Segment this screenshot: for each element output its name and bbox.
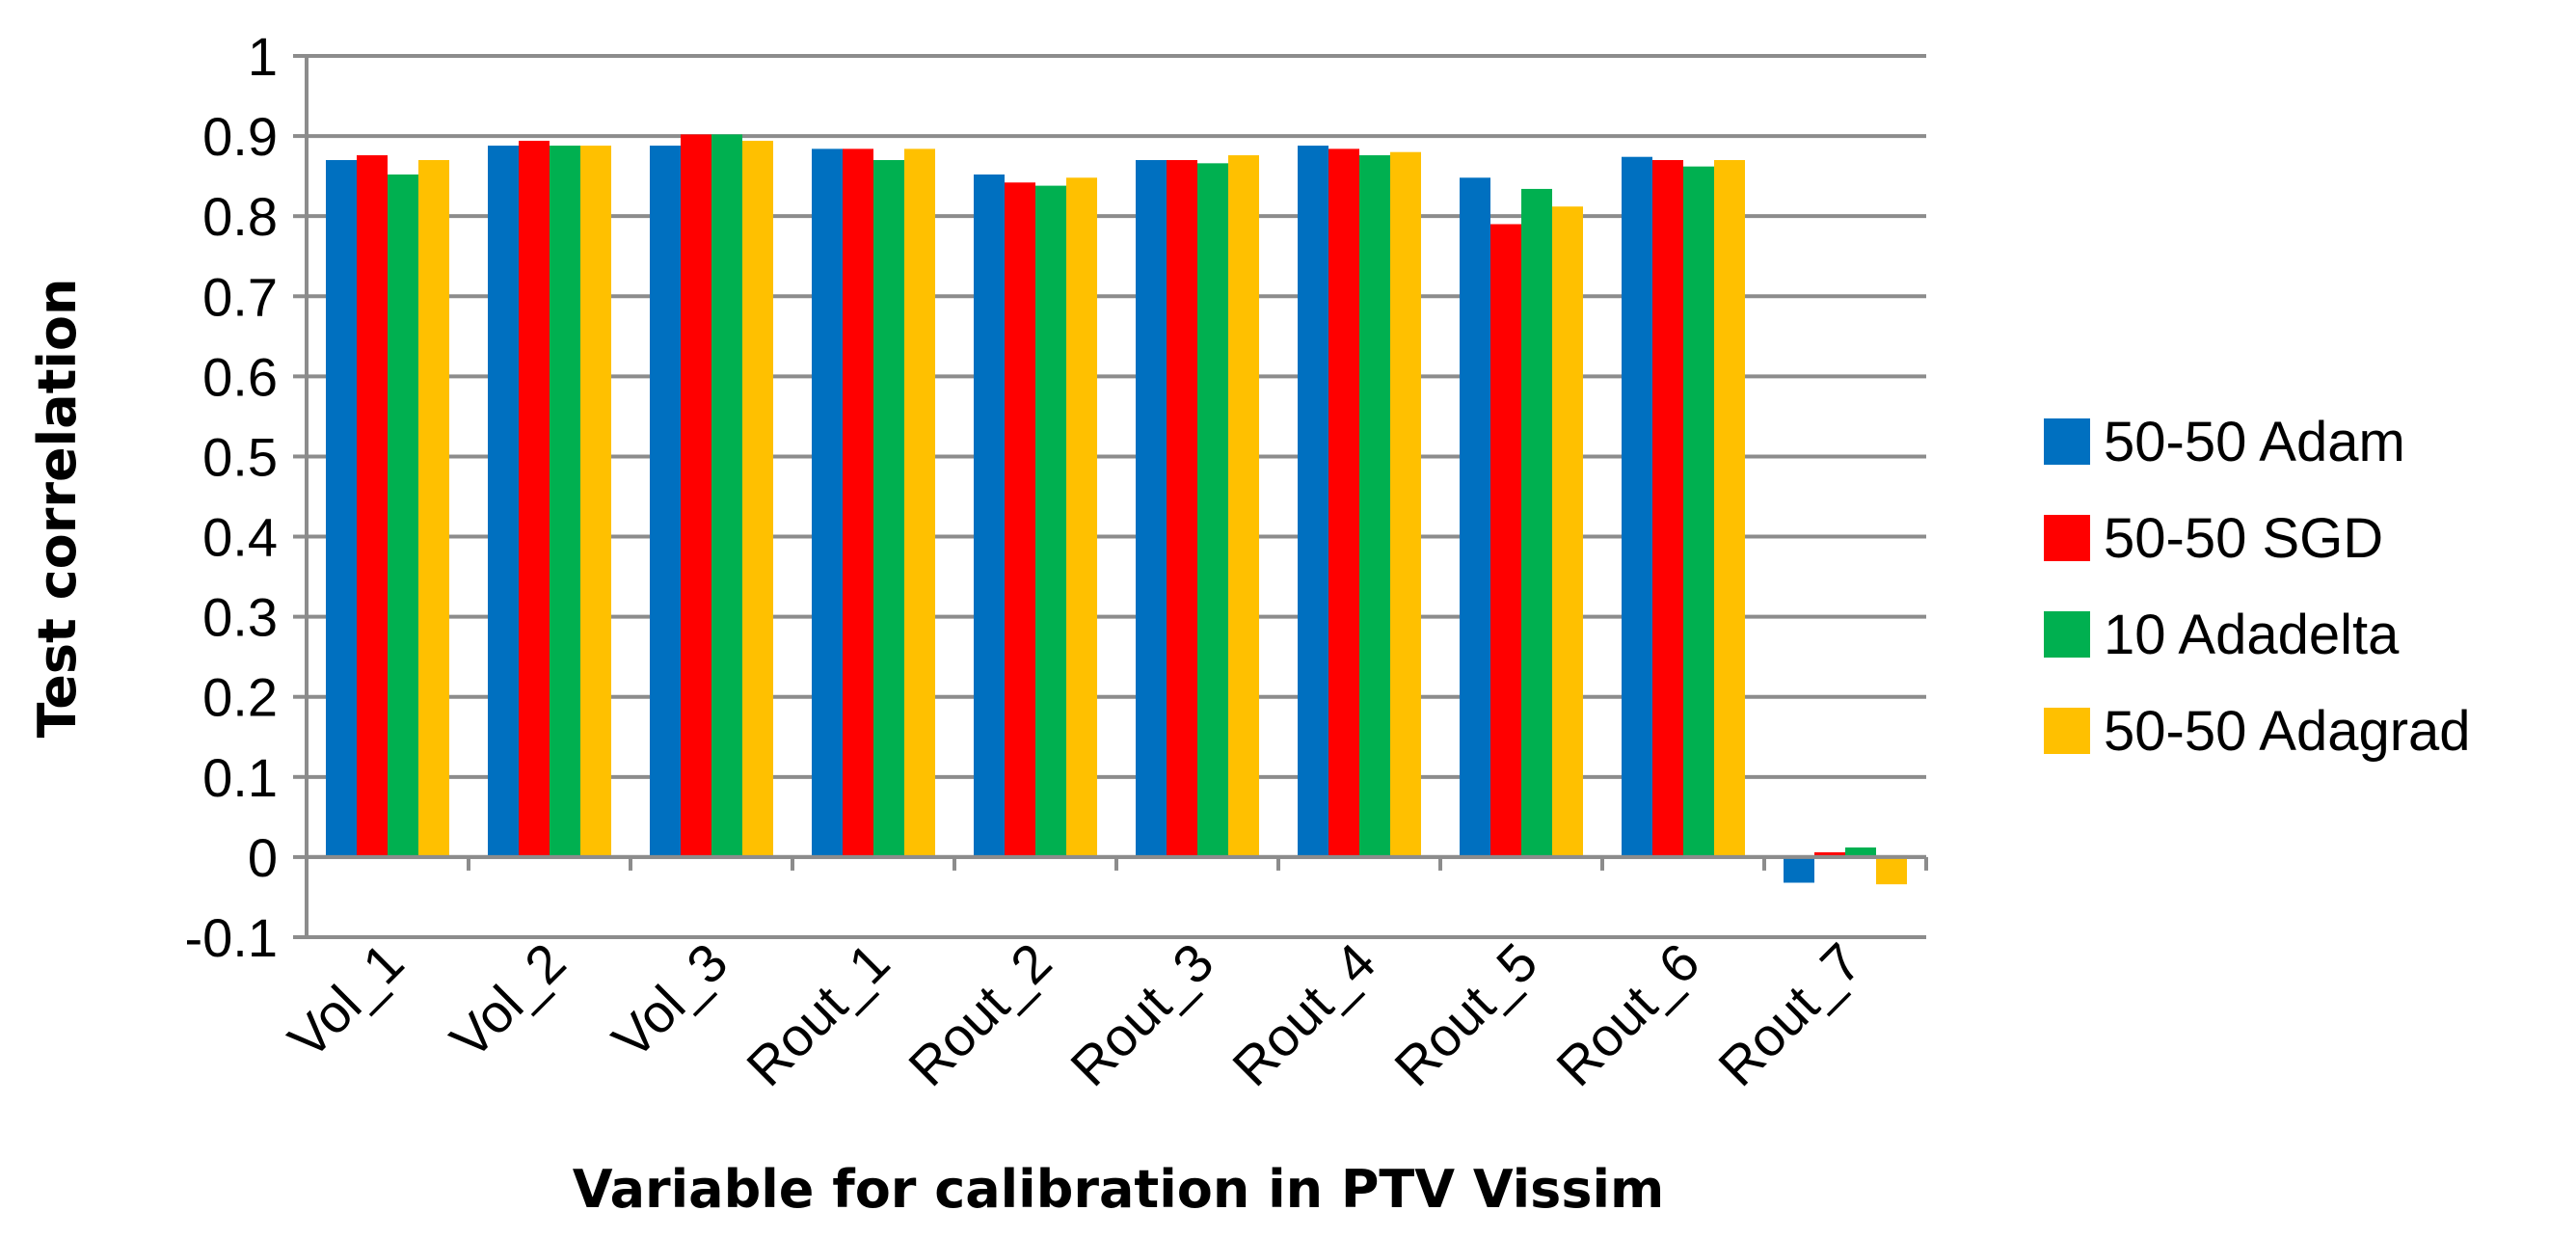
x-tick-label: Rout_7 (1706, 931, 1872, 1097)
bar-10-adadelta-rout-3 (1197, 163, 1228, 857)
x-tick-label: Vol_1 (277, 931, 416, 1070)
bar-10-adadelta-rout-2 (1035, 185, 1066, 857)
x-tick-label: Rout_1 (735, 931, 900, 1097)
bar-50-50-adagrad-rout-7 (1876, 856, 1907, 885)
bar-50-50-sgd-vol-2 (519, 141, 550, 857)
bar-50-50-adagrad-rout-2 (1066, 177, 1097, 857)
bar-50-50-sgd-rout-4 (1328, 148, 1359, 857)
bar-50-50-adagrad-rout-3 (1228, 155, 1259, 857)
x-tick-label: Rout_4 (1221, 931, 1386, 1097)
y-axis-title: Test correlation (27, 279, 88, 739)
bar-10-adadelta-rout-4 (1359, 155, 1390, 857)
bar-50-50-adam-rout-7 (1784, 856, 1814, 883)
x-tick-label: Rout_3 (1059, 931, 1224, 1097)
bar-50-50-adagrad-vol-1 (418, 160, 449, 857)
y-tick-label: 0.9 (202, 106, 278, 167)
bar-50-50-adam-rout-5 (1460, 177, 1490, 857)
y-tick-labels: -0.1 0 0.1 0.2 0.3 0.4 0.5 0.6 0.7 0.8 0.9 1 (185, 26, 279, 968)
bar-50-50-adam-rout-2 (974, 174, 1005, 857)
y-tick-label: 0.1 (202, 747, 278, 808)
bar-50-50-sgd-vol-3 (681, 134, 711, 857)
y-tick-label: -0.1 (185, 907, 279, 968)
y-tick-label: 0 (248, 827, 278, 888)
bar-50-50-adam-rout-1 (812, 148, 843, 857)
y-tick-label: 0.4 (202, 507, 278, 568)
bar-50-50-adagrad-rout-6 (1714, 160, 1745, 857)
bar-10-adadelta-vol-2 (550, 146, 580, 857)
bar-50-50-sgd-rout-7 (1814, 851, 1845, 857)
y-tick-label: 0.8 (202, 186, 278, 247)
x-tick-label: Vol_2 (439, 931, 577, 1070)
axes (293, 54, 1928, 939)
legend-swatch (2044, 708, 2090, 754)
bar-50-50-sgd-vol-1 (357, 155, 388, 857)
legend-swatch (2044, 515, 2090, 561)
bar-50-50-adam-vol-3 (650, 146, 681, 857)
bar-10-adadelta-vol-3 (711, 134, 742, 857)
bar-50-50-adagrad-vol-3 (742, 141, 773, 857)
bar-50-50-adam-vol-2 (488, 146, 519, 857)
legend-label: 50-50 Adagrad (2104, 700, 2471, 763)
bar-10-adadelta-rout-1 (873, 160, 904, 857)
bar-50-50-adam-rout-4 (1298, 146, 1328, 857)
bar-10-adadelta-rout-5 (1521, 188, 1552, 857)
y-tick-label: 0.7 (202, 266, 278, 327)
legend-swatch (2044, 418, 2090, 465)
y-tick-label: 1 (248, 26, 278, 87)
bar-10-adadelta-rout-6 (1683, 166, 1714, 857)
x-tick-label: Rout_2 (897, 931, 1062, 1097)
bar-50-50-adagrad-rout-4 (1390, 151, 1421, 857)
y-tick-label: 0.6 (202, 346, 278, 407)
x-tick-label: Rout_6 (1544, 931, 1710, 1097)
y-tick-label: 0.2 (202, 667, 278, 728)
bar-50-50-adagrad-rout-5 (1552, 206, 1583, 857)
y-tick-label: 0.5 (202, 426, 278, 487)
legend-label: 10 Adadelta (2104, 604, 2400, 666)
bar-50-50-adagrad-rout-1 (904, 148, 935, 857)
bar-50-50-sgd-rout-5 (1490, 224, 1521, 857)
bar-50-50-adam-rout-3 (1136, 160, 1167, 857)
bar-50-50-sgd-rout-6 (1652, 160, 1683, 857)
bar-50-50-adagrad-vol-2 (580, 146, 611, 857)
bars (326, 134, 1907, 885)
legend: 50-50 Adam 50-50 SGD 10 Adadelta 50-50 Adag… (2044, 411, 2471, 763)
legend-swatch (2044, 611, 2090, 658)
x-tick-label: Vol_3 (601, 931, 739, 1070)
x-tick-label: Rout_5 (1382, 931, 1548, 1097)
bar-50-50-sgd-rout-3 (1167, 160, 1197, 857)
legend-label: 50-50 Adam (2104, 411, 2405, 473)
bar-50-50-adam-rout-6 (1622, 156, 1652, 857)
bar-50-50-sgd-rout-2 (1005, 182, 1035, 857)
bar-50-50-sgd-rout-1 (843, 148, 873, 857)
x-tick-labels: Vol_1 Vol_2 Vol_3Rout_1Rout_2Rout_3Rout_4R… (277, 931, 1873, 1097)
bar-10-adadelta-vol-1 (388, 174, 418, 857)
y-tick-label: 0.3 (202, 587, 278, 648)
bar-50-50-adam-vol-1 (326, 160, 357, 857)
legend-label: 50-50 SGD (2104, 507, 2383, 570)
x-axis-title: Variable for calibration in PTV Vissim (573, 1159, 1665, 1220)
bar-10-adadelta-rout-7 (1845, 847, 1876, 857)
